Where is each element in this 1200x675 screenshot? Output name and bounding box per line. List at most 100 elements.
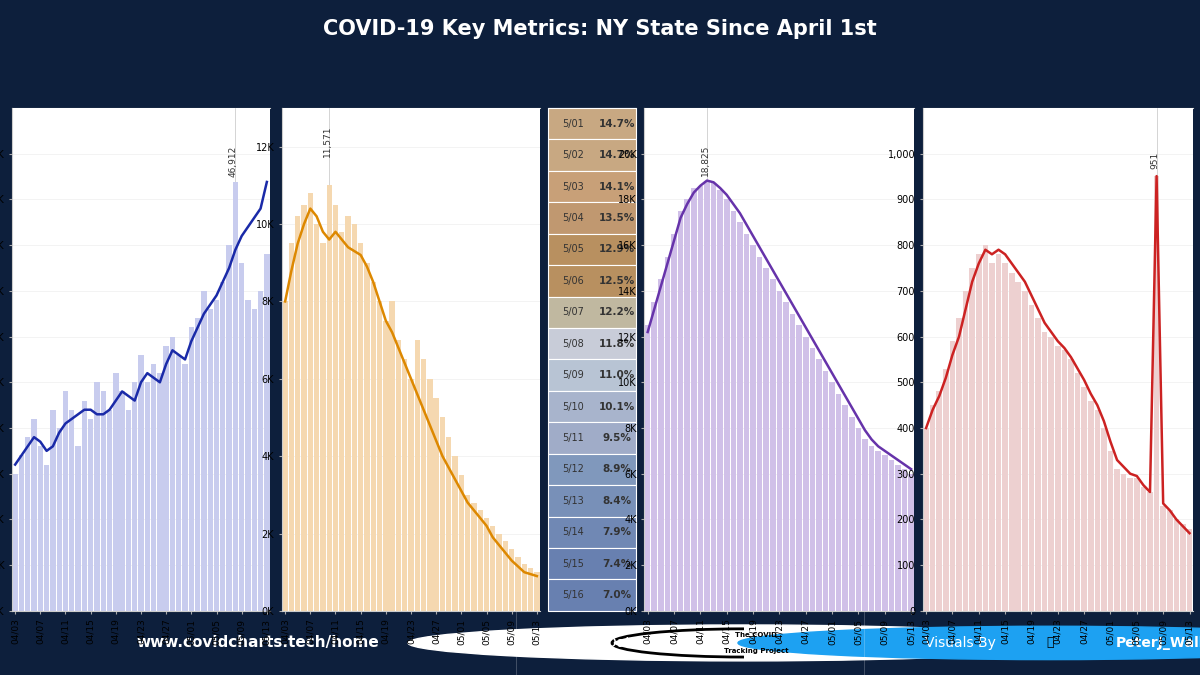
Circle shape [408, 625, 1080, 661]
Bar [1121, 474, 1127, 611]
Bar [548, 108, 636, 140]
Text: 951: 951 [1150, 152, 1159, 169]
Bar [962, 291, 968, 611]
Text: www.covidcharts.tech/home: www.covidcharts.tech/home [137, 635, 379, 651]
Bar [710, 184, 716, 611]
Bar [490, 526, 496, 611]
Bar [390, 302, 395, 611]
Bar [208, 309, 212, 611]
Bar [797, 325, 802, 611]
Bar [658, 279, 664, 611]
Bar [1088, 400, 1093, 611]
Text: 14.7%: 14.7% [599, 119, 635, 129]
Bar [1141, 487, 1146, 611]
Bar [548, 234, 636, 265]
Bar [282, 302, 288, 611]
Text: 14.7%: 14.7% [599, 150, 635, 160]
Bar [943, 369, 949, 611]
Bar [1022, 291, 1027, 611]
Bar [534, 572, 540, 611]
Text: 7.0%: 7.0% [602, 590, 631, 600]
Bar [810, 348, 815, 611]
Bar [95, 382, 100, 611]
Bar [1108, 451, 1114, 611]
Bar [138, 355, 144, 611]
Text: 5/04: 5/04 [562, 213, 584, 223]
Bar [515, 557, 521, 611]
Text: PeterJ_Walker: PeterJ_Walker [1116, 636, 1200, 650]
Bar [823, 371, 828, 611]
Bar [882, 456, 888, 611]
Bar [264, 254, 270, 611]
Bar [548, 296, 636, 328]
Bar [88, 419, 94, 611]
Bar [829, 382, 835, 611]
Bar [548, 548, 636, 579]
Bar [704, 181, 709, 611]
Bar [295, 216, 300, 611]
Text: 5/16: 5/16 [562, 590, 584, 600]
Bar [548, 328, 636, 359]
Bar [446, 437, 451, 611]
Bar [976, 254, 982, 611]
Bar [644, 325, 650, 611]
Bar [70, 410, 74, 611]
Bar [433, 398, 439, 611]
Bar [678, 211, 684, 611]
Bar [503, 541, 508, 611]
Bar [145, 382, 150, 611]
Bar [850, 416, 854, 611]
Bar [365, 263, 370, 611]
Bar [307, 193, 313, 611]
Bar [996, 254, 1001, 611]
Bar [415, 340, 420, 611]
Text: Tracking Project: Tracking Project [724, 647, 788, 653]
Bar [784, 302, 788, 611]
Text: 5/02: 5/02 [562, 150, 584, 160]
Bar [790, 314, 796, 611]
Bar [464, 495, 470, 611]
Text: 14.1%: 14.1% [599, 182, 635, 192]
Text: 5/06: 5/06 [562, 276, 584, 286]
Bar [983, 245, 988, 611]
Bar [744, 234, 749, 611]
Bar [76, 446, 80, 611]
Text: 11.8%: 11.8% [599, 339, 635, 349]
Bar [989, 263, 995, 611]
Bar [875, 451, 881, 611]
Bar [326, 186, 332, 611]
Bar [132, 382, 137, 611]
Bar [842, 405, 848, 611]
Bar [731, 211, 736, 611]
Bar [548, 516, 636, 548]
Bar [1002, 263, 1008, 611]
Bar [737, 222, 743, 611]
Bar [1153, 176, 1159, 611]
Bar [31, 419, 37, 611]
Text: Visuals By: Visuals By [924, 636, 996, 650]
Bar [1102, 428, 1106, 611]
Bar [923, 428, 929, 611]
Bar [718, 190, 722, 611]
Bar [548, 202, 636, 234]
Bar [509, 549, 515, 611]
Text: 5/11: 5/11 [562, 433, 584, 443]
Bar [239, 263, 245, 611]
Bar [352, 224, 358, 611]
Bar [346, 216, 350, 611]
Bar [396, 340, 401, 611]
Bar [750, 245, 756, 611]
Text: 🐦: 🐦 [1046, 637, 1054, 649]
Text: 7.4%: 7.4% [602, 559, 631, 569]
Bar [371, 282, 376, 611]
Bar [671, 234, 677, 611]
Bar [548, 171, 636, 202]
Bar [37, 446, 43, 611]
Bar [332, 205, 338, 611]
Bar [82, 400, 88, 611]
Bar [836, 394, 841, 611]
Text: 9.5%: 9.5% [602, 433, 631, 443]
Bar [245, 300, 251, 611]
Bar [408, 379, 414, 611]
Bar [548, 423, 636, 454]
